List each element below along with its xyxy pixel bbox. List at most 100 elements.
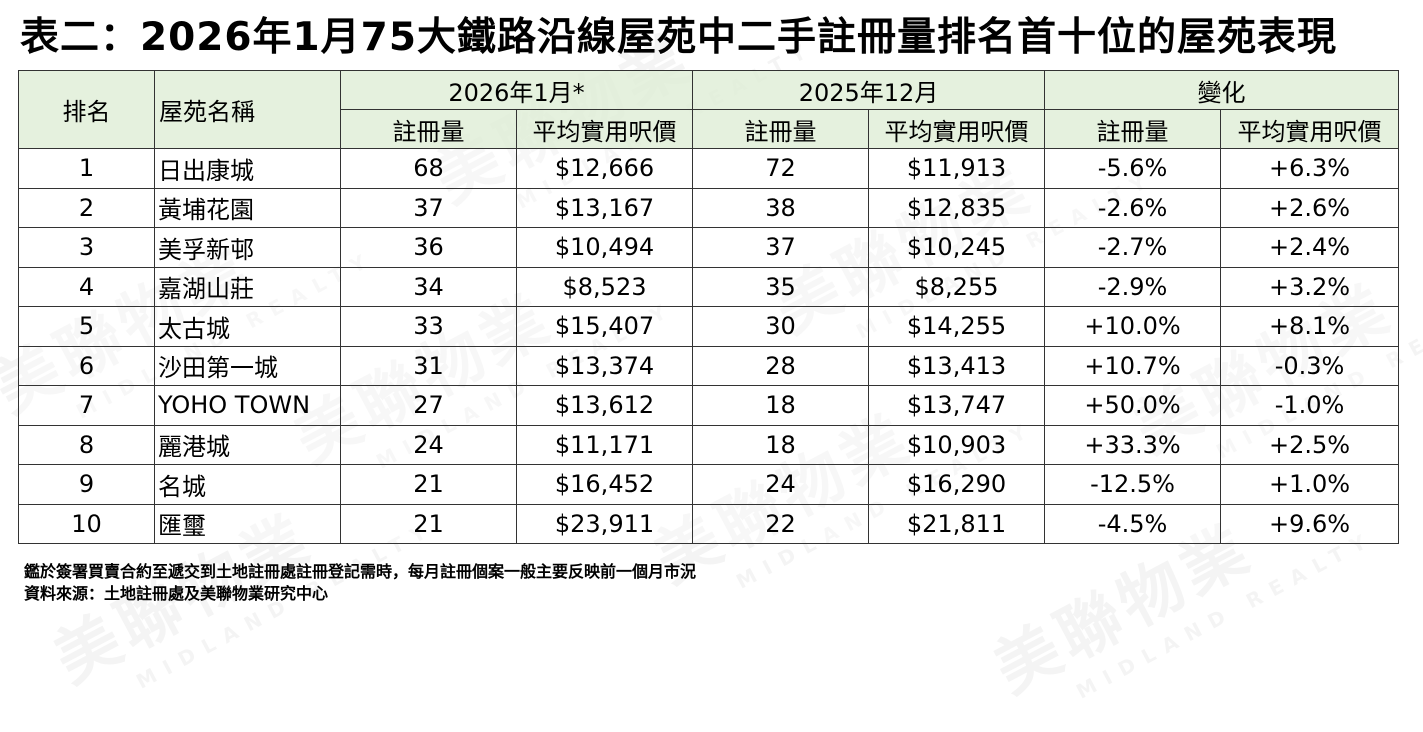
table-row: 8 麗港城 24 $11,171 18 $10,903 +33.3% +2.5%: [18, 424, 1400, 465]
header-change-registrations: 註冊量: [1044, 109, 1222, 149]
table-row: 2 黃埔花園 37 $13,167 38 $12,835 -2.6% +2.6%: [18, 187, 1400, 228]
estate-cell: 名城: [154, 464, 341, 505]
jan-avg-price-cell: $11,171: [515, 424, 694, 465]
header-group-jan2026: 2026年1月*: [339, 70, 694, 110]
estate-cell: 太古城: [154, 306, 341, 347]
jan-registrations-cell: 24: [340, 424, 517, 465]
estate-cell: 日出康城: [154, 148, 341, 189]
header-group-change: 變化: [1044, 70, 1400, 110]
rank-cell: 7: [18, 385, 155, 426]
dec-registrations-cell: 28: [692, 345, 870, 386]
dec-avg-price-cell: $14,255: [868, 306, 1046, 347]
jan-avg-price-cell: $13,374: [515, 345, 694, 386]
jan-avg-price-cell: $8,523: [515, 266, 694, 307]
change-registrations-cell: +10.0%: [1044, 306, 1222, 347]
estate-cell: 沙田第一城: [154, 345, 341, 386]
dec-avg-price-cell: $11,913: [868, 148, 1046, 189]
estate-cell: 麗港城: [154, 424, 341, 465]
footnote-registration-lag: 鑑於簽署買賣合約至遞交到土地註冊處註冊登記需時，每月註冊個案一般主要反映前一個月…: [24, 562, 697, 581]
change-registrations-cell: +50.0%: [1044, 385, 1222, 426]
dec-avg-price-cell: $10,903: [868, 424, 1046, 465]
jan-avg-price-cell: $13,612: [515, 385, 694, 426]
table-row: 3 美孚新邨 36 $10,494 37 $10,245 -2.7% +2.4%: [18, 227, 1400, 268]
change-avg-price-cell: +9.6%: [1220, 503, 1400, 544]
change-registrations-cell: -2.9%: [1044, 266, 1222, 307]
header-change-avg-price: 平均實用呎價: [1220, 109, 1400, 149]
table-row: 1 日出康城 68 $12,666 72 $11,913 -5.6% +6.3%: [18, 148, 1400, 189]
table-row: 5 太古城 33 $15,407 30 $14,255 +10.0% +8.1%: [18, 306, 1400, 347]
jan-avg-price-cell: $10,494: [515, 227, 694, 268]
estate-cell: 黃埔花園: [154, 187, 341, 228]
rank-cell: 6: [18, 345, 155, 386]
header-rank: 排名: [18, 70, 155, 149]
dec-registrations-cell: 35: [692, 266, 870, 307]
dec-avg-price-cell: $16,290: [868, 464, 1046, 505]
change-avg-price-cell: -0.3%: [1220, 345, 1400, 386]
change-avg-price-cell: +1.0%: [1220, 464, 1400, 505]
table-row: 4 嘉湖山莊 34 $8,523 35 $8,255 -2.9% +3.2%: [18, 266, 1400, 307]
jan-registrations-cell: 31: [340, 345, 517, 386]
change-registrations-cell: +10.7%: [1044, 345, 1222, 386]
footnote-source: 資料來源：土地註冊處及美聯物業研究中心: [24, 584, 329, 603]
estate-cell: 美孚新邨: [154, 227, 341, 268]
dec-registrations-cell: 37: [692, 227, 870, 268]
header-dec-registrations: 註冊量: [692, 109, 870, 149]
table-row: 7 YOHO TOWN 27 $13,612 18 $13,747 +50.0%…: [18, 385, 1400, 426]
dec-avg-price-cell: $13,413: [868, 345, 1046, 386]
header-jan-avg-price: 平均實用呎價: [515, 109, 694, 149]
jan-registrations-cell: 33: [340, 306, 517, 347]
table-row: 10 匯璽 21 $23,911 22 $21,811 -4.5% +9.6%: [18, 503, 1400, 544]
change-registrations-cell: -5.6%: [1044, 148, 1222, 189]
dec-registrations-cell: 30: [692, 306, 870, 347]
dec-registrations-cell: 72: [692, 148, 870, 189]
ranking-table: 排名 屋苑名稱 2026年1月* 2025年12月 變化 註冊量 平均實用呎價 …: [18, 70, 1400, 544]
jan-registrations-cell: 37: [340, 187, 517, 228]
rank-cell: 10: [18, 503, 155, 544]
header-jan-registrations: 註冊量: [340, 109, 517, 149]
change-avg-price-cell: -1.0%: [1220, 385, 1400, 426]
table-row: 6 沙田第一城 31 $13,374 28 $13,413 +10.7% -0.…: [18, 345, 1400, 386]
page-title: 表二：2026年1月75大鐵路沿線屋苑中二手註冊量排名首十位的屋苑表現: [20, 15, 1337, 60]
dec-registrations-cell: 18: [692, 424, 870, 465]
table-row: 9 名城 21 $16,452 24 $16,290 -12.5% +1.0%: [18, 464, 1400, 505]
dec-avg-price-cell: $12,835: [868, 187, 1046, 228]
footnotes: 鑑於簽署買賣合約至遞交到土地註冊處註冊登記需時，每月註冊個案一般主要反映前一個月…: [24, 561, 696, 605]
rank-cell: 3: [18, 227, 155, 268]
dec-registrations-cell: 22: [692, 503, 870, 544]
rank-cell: 9: [18, 464, 155, 505]
jan-registrations-cell: 36: [340, 227, 517, 268]
change-avg-price-cell: +2.4%: [1220, 227, 1400, 268]
change-registrations-cell: +33.3%: [1044, 424, 1222, 465]
rank-cell: 1: [18, 148, 155, 189]
dec-avg-price-cell: $8,255: [868, 266, 1046, 307]
header-group-dec2025: 2025年12月: [692, 70, 1046, 110]
rank-cell: 2: [18, 187, 155, 228]
change-registrations-cell: -2.6%: [1044, 187, 1222, 228]
jan-avg-price-cell: $23,911: [515, 503, 694, 544]
jan-registrations-cell: 68: [340, 148, 517, 189]
change-registrations-cell: -2.7%: [1044, 227, 1222, 268]
jan-registrations-cell: 21: [340, 503, 517, 544]
rank-cell: 5: [18, 306, 155, 347]
dec-registrations-cell: 18: [692, 385, 870, 426]
estate-cell: 匯璽: [154, 503, 341, 544]
jan-avg-price-cell: $15,407: [515, 306, 694, 347]
rank-cell: 8: [18, 424, 155, 465]
jan-registrations-cell: 21: [340, 464, 517, 505]
change-avg-price-cell: +3.2%: [1220, 266, 1400, 307]
dec-avg-price-cell: $10,245: [868, 227, 1046, 268]
change-avg-price-cell: +6.3%: [1220, 148, 1400, 189]
estate-cell: 嘉湖山莊: [154, 266, 341, 307]
jan-avg-price-cell: $16,452: [515, 464, 694, 505]
dec-avg-price-cell: $21,811: [868, 503, 1046, 544]
header-estate: 屋苑名稱: [154, 70, 341, 149]
dec-avg-price-cell: $13,747: [868, 385, 1046, 426]
rank-cell: 4: [18, 266, 155, 307]
estate-cell: YOHO TOWN: [154, 385, 341, 426]
jan-avg-price-cell: $12,666: [515, 148, 694, 189]
change-registrations-cell: -12.5%: [1044, 464, 1222, 505]
change-avg-price-cell: +8.1%: [1220, 306, 1400, 347]
jan-registrations-cell: 34: [340, 266, 517, 307]
header-dec-avg-price: 平均實用呎價: [868, 109, 1046, 149]
dec-registrations-cell: 24: [692, 464, 870, 505]
